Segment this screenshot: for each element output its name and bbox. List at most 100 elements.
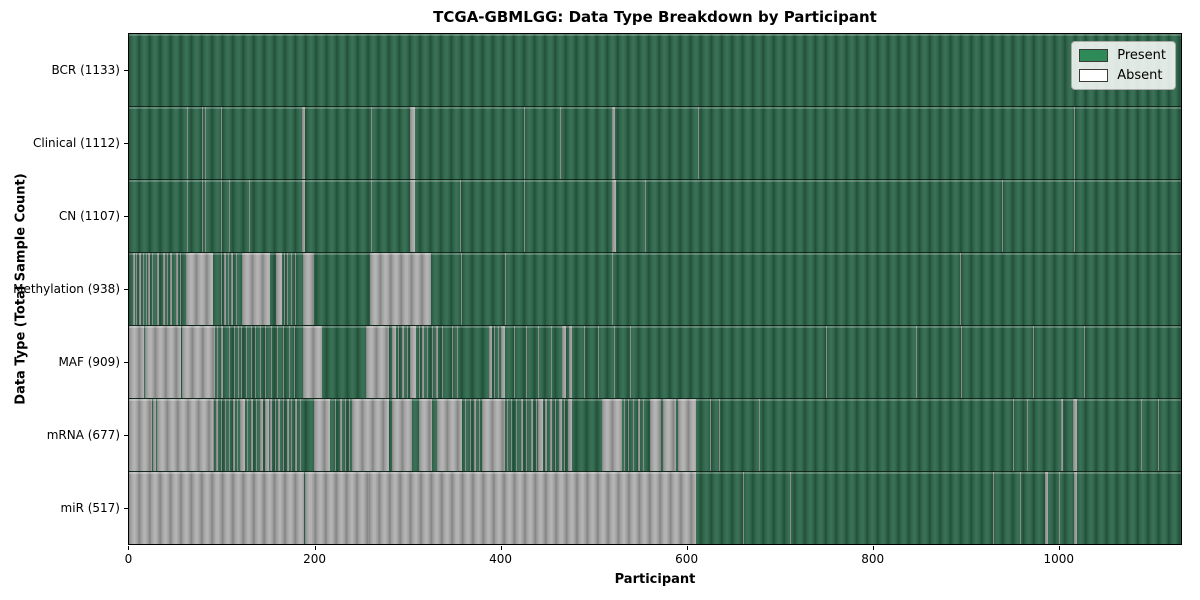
absent-segment bbox=[597, 326, 599, 398]
absent-segment bbox=[145, 253, 147, 325]
absent-segment bbox=[335, 399, 337, 471]
absent-segment bbox=[235, 253, 237, 325]
absent-segment bbox=[163, 253, 166, 325]
absent-segment bbox=[627, 399, 630, 471]
absent-segment bbox=[523, 180, 525, 252]
absent-segment bbox=[1157, 399, 1159, 471]
absent-segment bbox=[220, 180, 222, 252]
absent-segment bbox=[229, 399, 231, 471]
y-tick-mark bbox=[124, 142, 129, 144]
absent-segment bbox=[1121, 399, 1123, 471]
absent-segment bbox=[637, 399, 640, 471]
absent-segment bbox=[611, 180, 617, 252]
absent-segment bbox=[245, 326, 247, 398]
absent-segment bbox=[526, 399, 528, 471]
absent-segment bbox=[136, 253, 138, 325]
absent-segment bbox=[662, 399, 676, 471]
absent-segment bbox=[1012, 399, 1014, 471]
legend-label: Present bbox=[1117, 48, 1166, 63]
absent-segment bbox=[960, 326, 962, 398]
absent-segment bbox=[299, 399, 301, 471]
absent-segment bbox=[391, 326, 397, 398]
absent-segment bbox=[613, 326, 615, 398]
x-tick-mark bbox=[872, 546, 874, 550]
absent-segment bbox=[410, 180, 415, 252]
absent-segment bbox=[271, 326, 272, 398]
absent-segment bbox=[1074, 472, 1077, 544]
y-tick-mark bbox=[124, 362, 129, 364]
absent-segment bbox=[286, 253, 288, 325]
absent-segment bbox=[220, 253, 222, 325]
absent-segment bbox=[759, 399, 761, 471]
absent-segment bbox=[291, 399, 293, 471]
absent-segment bbox=[290, 253, 293, 325]
absent-segment bbox=[256, 399, 258, 471]
absent-segment bbox=[960, 253, 961, 325]
absent-segment bbox=[446, 326, 448, 398]
y-tick-mark bbox=[124, 215, 129, 217]
row-maf bbox=[129, 325, 1181, 398]
absent-segment bbox=[418, 399, 432, 471]
absent-segment bbox=[993, 472, 995, 544]
absent-segment bbox=[501, 326, 506, 398]
absent-segment bbox=[129, 326, 144, 398]
legend-swatch-icon bbox=[1079, 49, 1109, 62]
y-tick-label: Methylation (938) bbox=[13, 282, 120, 296]
absent-segment bbox=[283, 326, 285, 398]
absent-segment bbox=[313, 399, 331, 471]
chart-title: TCGA-GBMLGG: Data Type Breakdown by Part… bbox=[433, 8, 877, 26]
absent-segment bbox=[236, 399, 238, 471]
absent-segment bbox=[349, 399, 350, 471]
x-tick-mark bbox=[500, 546, 502, 550]
absent-segment bbox=[1001, 180, 1003, 252]
absent-segment bbox=[144, 326, 181, 398]
absent-segment bbox=[441, 326, 443, 398]
absent-segment bbox=[259, 399, 263, 471]
x-tick-mark bbox=[128, 546, 130, 550]
absent-segment bbox=[583, 326, 585, 398]
absent-segment bbox=[1074, 107, 1076, 179]
absent-segment bbox=[220, 107, 222, 179]
absent-segment bbox=[1084, 326, 1086, 398]
absent-segment bbox=[742, 472, 744, 544]
absent-segment bbox=[181, 326, 213, 398]
absent-segment bbox=[633, 399, 635, 471]
absent-segment bbox=[531, 399, 533, 471]
absent-segment bbox=[216, 399, 219, 471]
absent-segment bbox=[302, 253, 314, 325]
absent-segment bbox=[436, 326, 439, 398]
absent-segment bbox=[305, 472, 369, 544]
absent-segment bbox=[526, 326, 528, 398]
absent-segment bbox=[510, 399, 513, 471]
absent-segment bbox=[1026, 399, 1028, 471]
y-tick-mark bbox=[124, 289, 129, 290]
absent-segment bbox=[630, 326, 632, 398]
absent-segment bbox=[710, 399, 712, 471]
absent-segment bbox=[152, 253, 154, 325]
row-mir bbox=[129, 471, 1181, 544]
absent-segment bbox=[698, 107, 700, 179]
absent-segment bbox=[401, 326, 404, 398]
absent-segment bbox=[1059, 472, 1061, 544]
absent-segment bbox=[1061, 399, 1064, 471]
absent-segment bbox=[505, 253, 506, 325]
absent-segment bbox=[265, 399, 270, 471]
absent-segment bbox=[568, 399, 572, 471]
absent-segment bbox=[1033, 326, 1035, 398]
absent-segment bbox=[645, 180, 647, 252]
absent-segment bbox=[437, 399, 463, 471]
absent-segment bbox=[286, 399, 289, 471]
absent-segment bbox=[371, 107, 373, 179]
legend-item-absent: Absent bbox=[1079, 68, 1166, 83]
absent-segment bbox=[294, 326, 296, 398]
absent-segment bbox=[493, 326, 495, 398]
absent-segment bbox=[520, 399, 523, 471]
absent-segment bbox=[213, 326, 216, 398]
absent-segment bbox=[1020, 472, 1022, 544]
absent-segment bbox=[274, 399, 276, 471]
absent-segment bbox=[160, 253, 162, 325]
absent-segment bbox=[284, 253, 285, 325]
absent-segment bbox=[538, 326, 540, 398]
x-tick-mark bbox=[686, 546, 688, 550]
absent-segment bbox=[790, 472, 792, 544]
